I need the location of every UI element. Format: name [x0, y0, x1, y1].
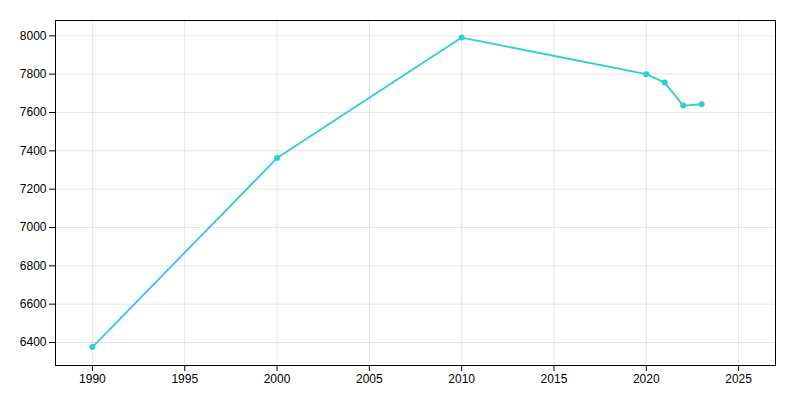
svg-text:2020: 2020 — [633, 372, 660, 386]
svg-text:7000: 7000 — [20, 220, 47, 234]
svg-text:7200: 7200 — [20, 182, 47, 196]
svg-text:2005: 2005 — [356, 372, 383, 386]
svg-text:6800: 6800 — [20, 259, 47, 273]
svg-text:2000: 2000 — [264, 372, 291, 386]
svg-text:1990: 1990 — [79, 372, 106, 386]
svg-text:7800: 7800 — [20, 67, 47, 81]
svg-text:7600: 7600 — [20, 105, 47, 119]
svg-text:1995: 1995 — [171, 372, 198, 386]
svg-text:6600: 6600 — [20, 297, 47, 311]
svg-text:8000: 8000 — [20, 29, 47, 43]
svg-text:2025: 2025 — [725, 372, 752, 386]
svg-text:6400: 6400 — [20, 335, 47, 349]
svg-text:2015: 2015 — [541, 372, 568, 386]
svg-text:7400: 7400 — [20, 144, 47, 158]
svg-text:2010: 2010 — [448, 372, 475, 386]
